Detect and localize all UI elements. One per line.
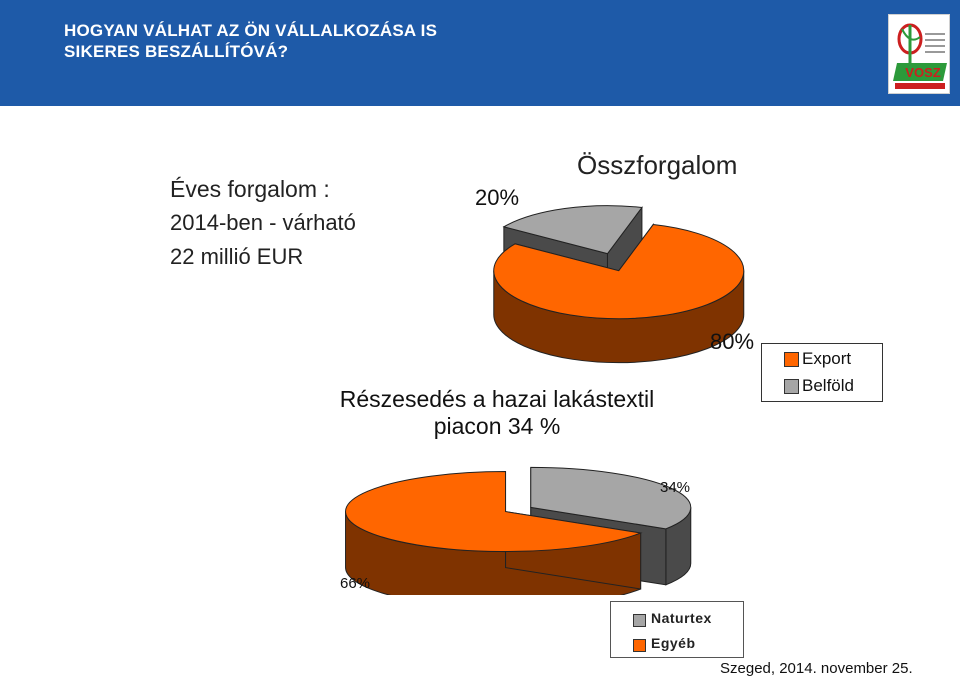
chart1-slice-export (493, 223, 745, 364)
chart1-label-belfold: 20% (475, 185, 519, 210)
legend-label-export: Export (802, 349, 852, 368)
legend-label-egyeb: Egyéb (651, 635, 696, 651)
annual-revenue-line2: 22 millió EUR (170, 244, 304, 269)
chart1-label-export: 80% (710, 329, 754, 354)
legend-label-belfold: Belföld (802, 376, 854, 395)
annual-revenue-block: Éves forgalom : 2014-ben - várható 22 mi… (170, 172, 356, 274)
chart1-title: Összforgalom (577, 150, 738, 180)
legend-swatch-naturtex (633, 614, 646, 627)
chart2-slice-egyeb (345, 471, 643, 595)
vosz-logo-icon: VOSZ (888, 14, 950, 94)
chart2-legend: Naturtex Egyéb (610, 601, 744, 658)
legend-swatch-belfold (784, 379, 799, 394)
chart2-title: Részesedés a hazai lakástextil piacon 34… (339, 386, 655, 439)
chart1-pie: 20% 80% (475, 185, 754, 364)
logo-text: VOSZ (905, 65, 940, 80)
chart1-legend: Export Belföld (761, 343, 883, 402)
legend-swatch-egyeb (633, 639, 646, 652)
page-title: HOGYAN VÁLHAT AZ ÖN VÁLLALKOZÁSA IS SIKE… (64, 21, 438, 61)
chart2-label-naturtex: 34% (660, 479, 690, 496)
footer-date: Szeged, 2014. november 25. (720, 660, 913, 677)
legend-label-naturtex: Naturtex (651, 610, 712, 626)
annual-revenue-title: Éves forgalom : (170, 176, 330, 202)
header-bar: HOGYAN VÁLHAT AZ ÖN VÁLLALKOZÁSA IS SIKE… (0, 0, 960, 106)
annual-revenue-line1: 2014-ben - várható (170, 210, 356, 235)
legend-swatch-export (784, 352, 799, 367)
chart2-pie: 34% 66% (340, 466, 692, 595)
chart2-label-egyeb: 66% (340, 575, 370, 592)
